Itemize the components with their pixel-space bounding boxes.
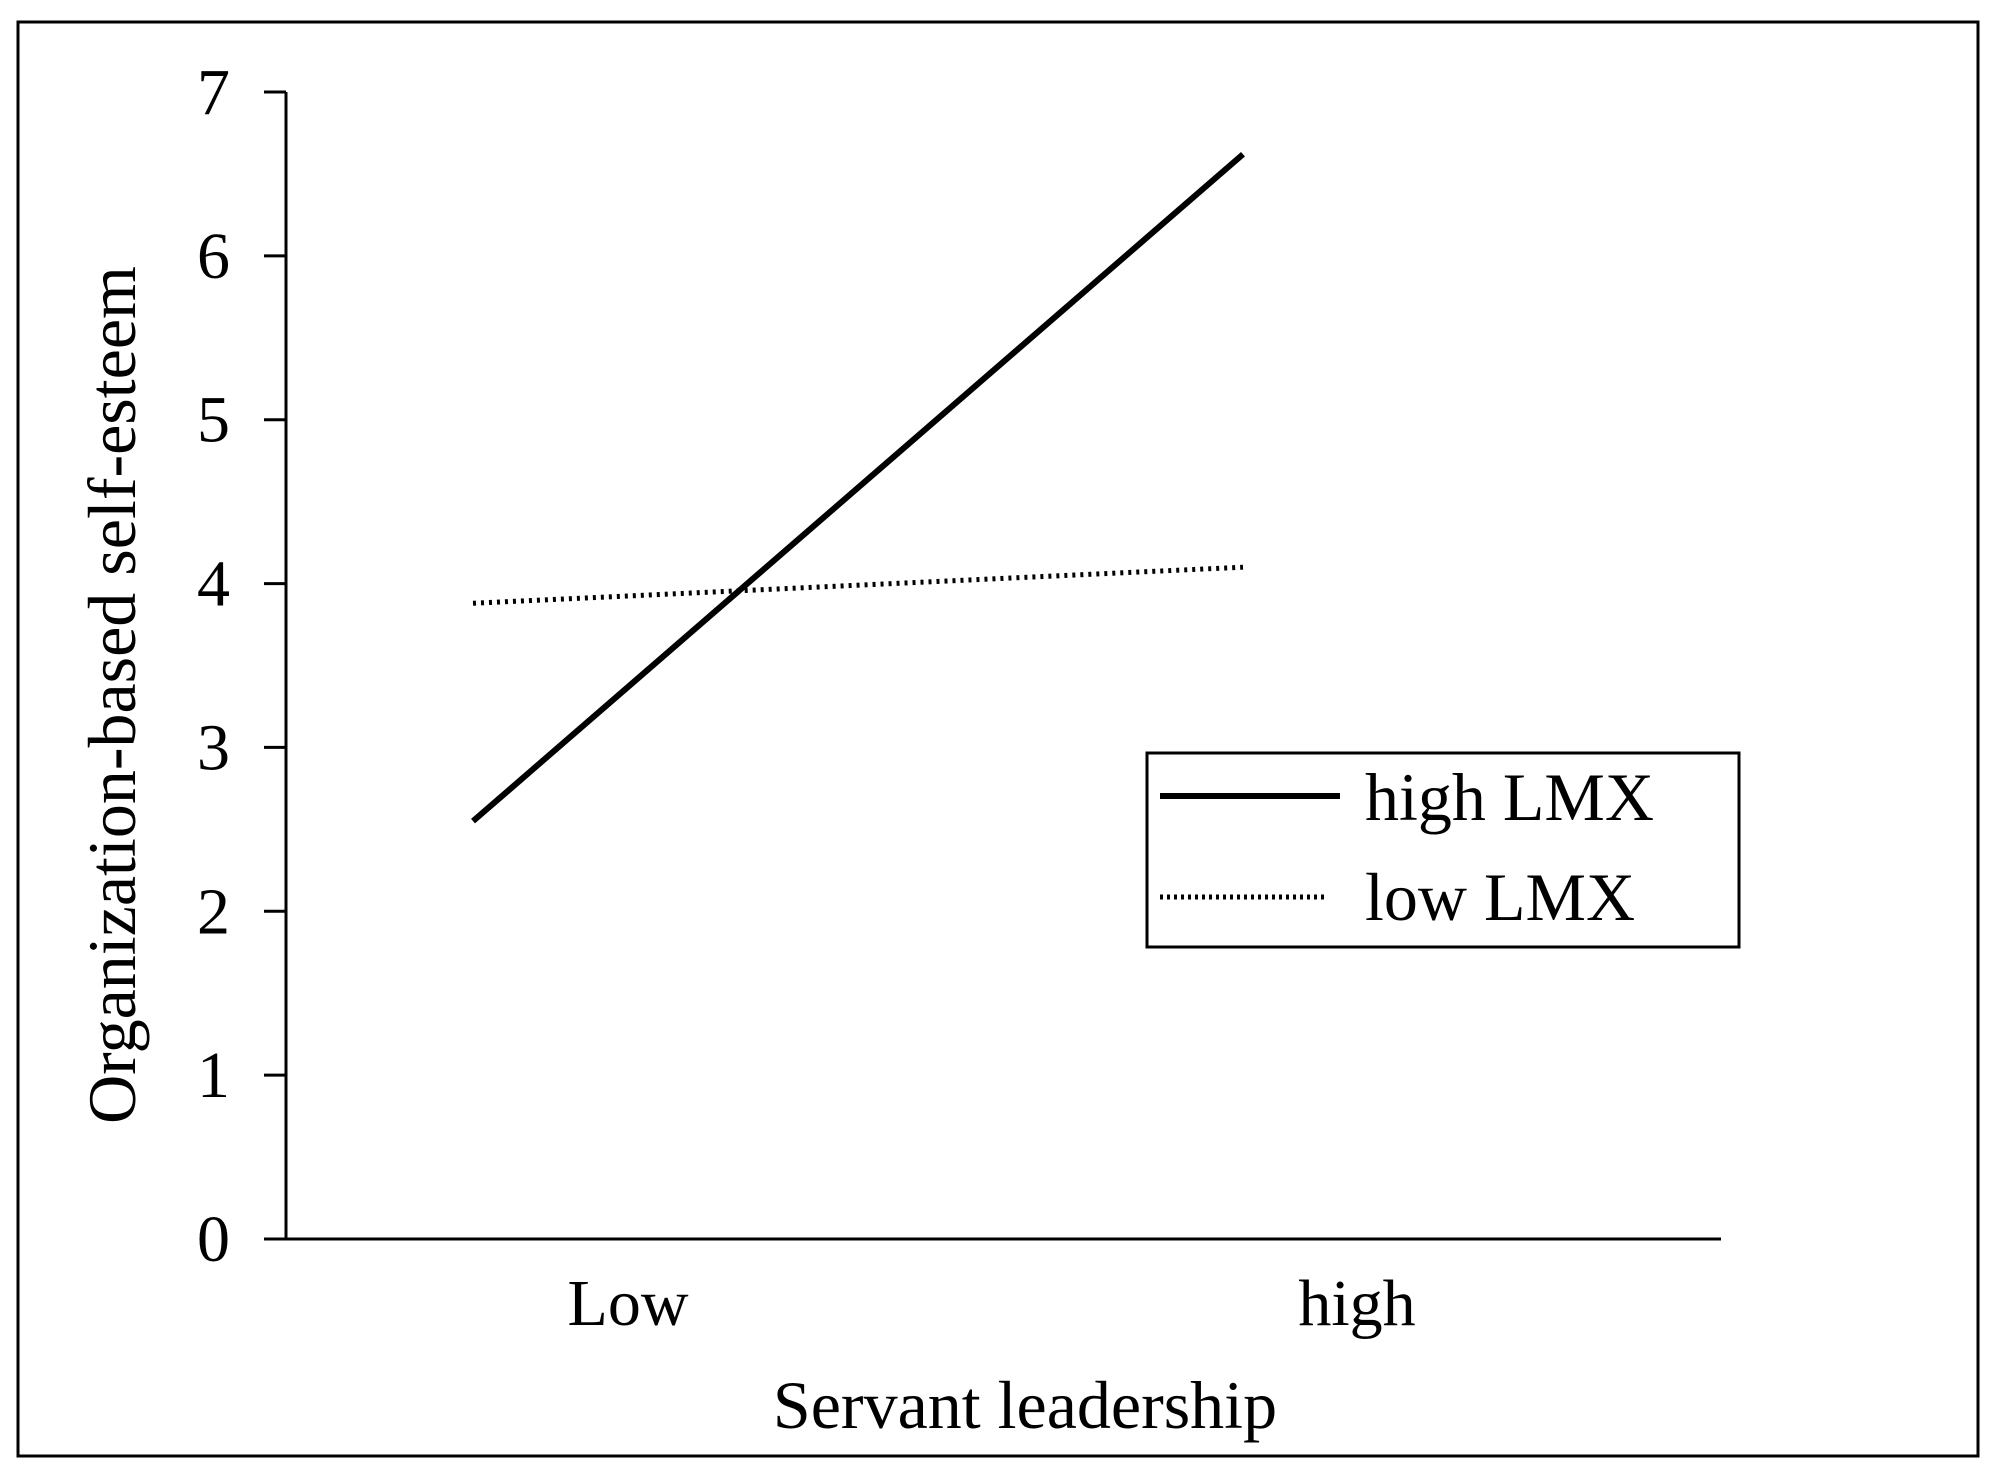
y-tick-label-3: 3 (197, 711, 230, 784)
series-line-low-lmx (472, 564, 1244, 606)
y-tick-label-6: 6 (197, 220, 230, 293)
series-lines (471, 151, 1245, 824)
x-axis-tick-labels: Low high (568, 1267, 1416, 1340)
y-tick-label-4: 4 (197, 548, 230, 621)
y-tick-label-0: 0 (197, 1203, 230, 1276)
y-axis-tick-labels: 0 1 2 3 4 5 6 7 (197, 56, 230, 1276)
figure-frame (16, 20, 1980, 1458)
y-tick-label-5: 5 (197, 384, 230, 457)
x-tick-label-low: Low (568, 1267, 689, 1340)
y-axis-title: Organization-based self-esteem (74, 266, 150, 1124)
y-tick-label-7: 7 (197, 56, 230, 129)
legend-box (1145, 751, 1741, 949)
legend-label-low-lmx: low LMX (1365, 859, 1635, 935)
y-tick-label-1: 1 (197, 1039, 230, 1112)
legend-label-high-lmx: high LMX (1365, 759, 1654, 835)
y-axis-ticks (264, 90, 286, 1241)
y-tick-label-2: 2 (197, 875, 230, 948)
x-tick-label-high: high (1298, 1267, 1415, 1340)
x-axis-title: Servant leadership (773, 1367, 1277, 1443)
legend: high LMX low LMX (1145, 751, 1741, 949)
series-line-high-lmx (471, 151, 1245, 824)
